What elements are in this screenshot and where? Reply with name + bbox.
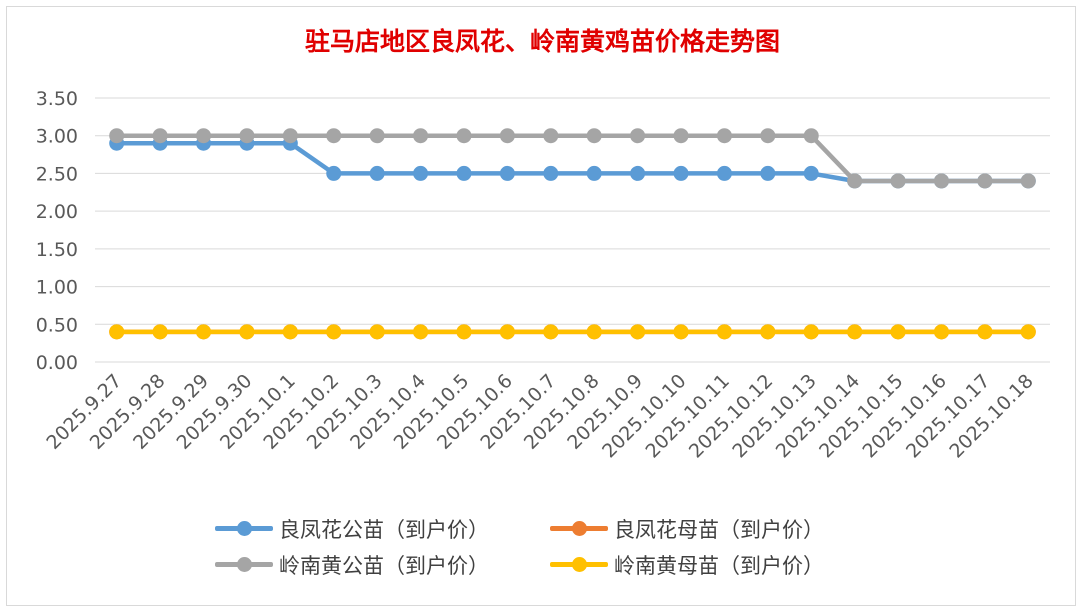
- data-point: [630, 324, 646, 340]
- data-point: [630, 128, 646, 144]
- data-point: [586, 324, 602, 340]
- data-point: [890, 173, 906, 189]
- y-tick-label: 3.50: [36, 88, 78, 110]
- data-point: [109, 128, 125, 144]
- series-line: [114, 133, 1031, 184]
- data-point: [369, 165, 385, 181]
- series-line: [114, 141, 1031, 184]
- data-point: [977, 324, 993, 340]
- data-point: [543, 324, 559, 340]
- y-tick-label: 2.50: [36, 163, 78, 185]
- data-point: [543, 128, 559, 144]
- legend-label: 良凤花公苗（到户价）: [279, 518, 489, 542]
- data-point: [326, 165, 342, 181]
- legend-label: 岭南黄公苗（到户价）: [279, 554, 489, 578]
- chart-title: 驻马店地区良凤花、岭南黄鸡苗价格走势图: [304, 27, 780, 56]
- data-point: [369, 128, 385, 144]
- legend-item: 良凤花公苗（到户价）: [215, 514, 489, 544]
- data-point: [499, 165, 515, 181]
- data-point: [933, 324, 949, 340]
- legend-marker: [237, 521, 252, 536]
- legend-swatch: [215, 550, 273, 580]
- y-tick-label: 0.50: [36, 314, 78, 336]
- data-point: [803, 324, 819, 340]
- data-point: [413, 165, 429, 181]
- legend-swatch: [550, 550, 608, 580]
- data-point: [933, 173, 949, 189]
- data-point: [543, 165, 559, 181]
- data-point: [196, 128, 212, 144]
- legend-marker: [237, 557, 252, 572]
- data-point: [456, 128, 472, 144]
- data-point: [890, 324, 906, 340]
- data-point: [977, 173, 993, 189]
- data-point: [326, 128, 342, 144]
- data-point: [673, 128, 689, 144]
- data-point: [760, 324, 776, 340]
- data-point: [456, 165, 472, 181]
- data-point: [282, 324, 298, 340]
- data-point: [499, 324, 515, 340]
- data-point: [847, 324, 863, 340]
- legend-item: 岭南黄公苗（到户价）: [215, 550, 489, 580]
- legend-item: 岭南黄母苗（到户价）: [550, 550, 824, 580]
- data-point: [586, 128, 602, 144]
- legend-item: 良凤花母苗（到户价）: [550, 514, 824, 544]
- data-point: [586, 165, 602, 181]
- data-point: [326, 324, 342, 340]
- data-point: [413, 128, 429, 144]
- data-point: [152, 128, 168, 144]
- data-point: [760, 165, 776, 181]
- chart-frame: [6, 6, 1076, 606]
- data-point: [239, 324, 255, 340]
- data-point: [803, 165, 819, 181]
- data-point: [109, 324, 125, 340]
- data-point: [630, 165, 646, 181]
- data-point: [282, 128, 298, 144]
- legend-marker: [572, 557, 587, 572]
- data-point: [1020, 324, 1036, 340]
- legend-label: 岭南黄母苗（到户价）: [614, 554, 824, 578]
- data-point: [369, 324, 385, 340]
- y-tick-label: 1.50: [36, 239, 78, 261]
- data-point: [716, 128, 732, 144]
- chart-legend: 良凤花公苗（到户价） 良凤花母苗（到户价） 岭南黄公苗（到户价） 岭南黄母苗（到户价）: [215, 512, 895, 582]
- data-point: [716, 324, 732, 340]
- data-point: [673, 324, 689, 340]
- data-point: [760, 128, 776, 144]
- data-point: [152, 324, 168, 340]
- data-point: [196, 324, 212, 340]
- legend-marker: [572, 521, 587, 536]
- data-point: [716, 165, 732, 181]
- legend-label: 良凤花母苗（到户价）: [614, 518, 824, 542]
- legend-swatch: [215, 514, 273, 544]
- y-tick-label: 2.00: [36, 201, 78, 223]
- y-tick-label: 1.00: [36, 277, 78, 299]
- y-tick-label: 0.00: [36, 352, 78, 374]
- legend-swatch: [550, 514, 608, 544]
- data-point: [499, 128, 515, 144]
- data-point: [803, 128, 819, 144]
- data-point: [1020, 173, 1036, 189]
- data-point: [847, 173, 863, 189]
- y-tick-label: 3.00: [36, 126, 78, 148]
- data-point: [673, 165, 689, 181]
- data-point: [456, 324, 472, 340]
- data-point: [413, 324, 429, 340]
- data-point: [239, 128, 255, 144]
